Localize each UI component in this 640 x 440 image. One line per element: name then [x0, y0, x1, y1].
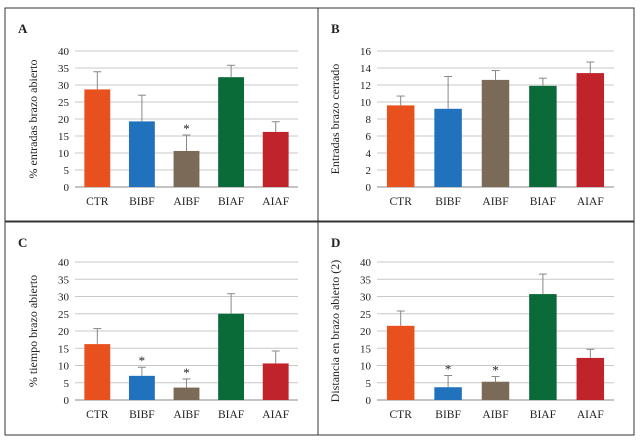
y-tick-label: 4 — [366, 148, 372, 160]
bar-aibf — [481, 79, 510, 187]
x-tick-label: AIAF — [262, 196, 289, 208]
bar-ctr — [84, 344, 111, 400]
panel-d: D 0 5 10 15 20 25 30 35 40 Distancia en brazo abie… — [317, 221, 635, 436]
significance-marker: * — [445, 362, 452, 377]
bar-biaf — [529, 294, 557, 400]
bar-ctr — [386, 325, 415, 400]
y-axis-label: % tiempo brazo abierto — [26, 275, 40, 387]
y-tick-label: 10 — [360, 361, 372, 373]
y-tick-label: 35 — [58, 63, 70, 75]
panel-frame — [4, 7, 319, 222]
y-tick-label: 25 — [58, 97, 70, 109]
y-tick-label: 12 — [360, 80, 371, 92]
panel-letter: C — [18, 235, 27, 250]
bar-biaf — [218, 77, 245, 187]
y-axis-label: Entradas brazo cerrado — [328, 64, 342, 175]
y-tick-label: 20 — [360, 326, 372, 338]
y-tick-label: 5 — [64, 378, 70, 390]
significance-marker: * — [183, 121, 190, 136]
y-tick-label: 16 — [360, 46, 372, 58]
panel-frame — [317, 7, 635, 222]
x-tick-label: AIBF — [482, 409, 508, 421]
y-tick-label: 10 — [58, 148, 70, 160]
panel-frame — [317, 221, 635, 436]
y-tick-label: 0 — [64, 395, 70, 407]
significance-marker: * — [139, 353, 146, 368]
panel-letter: A — [18, 21, 28, 36]
bar-biaf — [218, 313, 245, 400]
x-tick-label: CTR — [390, 409, 413, 421]
bar-aiaf — [262, 131, 289, 187]
panel-frame — [4, 221, 319, 436]
panel-b: B 0 2 4 6 8 10 12 14 16 Entradas brazo cerrado CTR B… — [317, 7, 635, 222]
bar-bibf — [434, 108, 462, 187]
bar-aibf — [481, 381, 510, 400]
x-tick-label: BIBF — [435, 409, 461, 421]
y-axis-label: Distancia en brazo abierto (2) — [328, 260, 342, 403]
bar-ctr — [84, 89, 111, 187]
x-tick-label: AIAF — [577, 196, 604, 208]
y-tick-label: 35 — [58, 274, 70, 286]
y-tick-label: 14 — [360, 63, 372, 75]
panel-letter: D — [331, 235, 340, 250]
significance-marker: * — [183, 365, 190, 380]
y-tick-label: 2 — [366, 165, 372, 177]
x-tick-label: BIBF — [129, 196, 155, 208]
bar-aibf — [173, 150, 200, 187]
x-tick-label: BIAF — [218, 409, 244, 421]
bar-aiaf — [576, 357, 605, 400]
y-tick-label: 15 — [58, 343, 70, 355]
y-tick-label: 35 — [360, 274, 372, 286]
y-tick-label: 30 — [58, 292, 70, 304]
y-tick-label: 8 — [366, 114, 372, 126]
y-tick-label: 20 — [58, 114, 70, 126]
x-tick-label: AIAF — [262, 409, 289, 421]
y-tick-label: 10 — [360, 97, 372, 109]
x-tick-label: AIAF — [577, 409, 604, 421]
bar-aiaf — [262, 363, 289, 400]
bar-bibf — [128, 375, 155, 400]
y-tick-label: 30 — [360, 292, 372, 304]
y-tick-label: 5 — [366, 378, 372, 390]
y-tick-label: 40 — [58, 257, 70, 269]
x-tick-label: AIBF — [173, 409, 199, 421]
x-tick-label: CTR — [86, 196, 109, 208]
panel-letter: B — [331, 21, 340, 36]
bar-aiaf — [576, 73, 605, 187]
y-tick-label: 10 — [58, 361, 70, 373]
y-tick-label: 20 — [58, 326, 70, 338]
significance-marker: * — [492, 363, 499, 378]
x-tick-label: BIAF — [218, 196, 244, 208]
y-tick-label: 15 — [360, 343, 372, 355]
x-tick-label: AIBF — [482, 196, 508, 208]
y-tick-label: 0 — [64, 182, 70, 194]
x-tick-label: CTR — [86, 409, 109, 421]
y-axis-label: % entradas brazo abierto — [26, 60, 40, 179]
y-tick-label: 30 — [58, 80, 70, 92]
x-tick-label: BIBF — [435, 196, 461, 208]
y-tick-label: 0 — [366, 395, 372, 407]
y-tick-label: 6 — [366, 131, 372, 143]
x-tick-label: AIBF — [173, 196, 199, 208]
panel-c: C 0 5 10 15 20 25 30 35 40 % tiempo brazo abierto C… — [4, 221, 319, 436]
y-tick-label: 0 — [366, 182, 372, 194]
bar-biaf — [529, 85, 557, 187]
y-tick-label: 5 — [64, 165, 70, 177]
x-tick-label: BIAF — [530, 409, 556, 421]
bar-bibf — [128, 121, 155, 187]
x-tick-label: BIAF — [530, 196, 556, 208]
y-tick-label: 25 — [360, 309, 372, 321]
bar-aibf — [173, 387, 200, 400]
y-tick-label: 40 — [360, 257, 372, 269]
y-tick-label: 40 — [58, 46, 70, 58]
bar-bibf — [434, 387, 462, 400]
x-tick-label: BIBF — [129, 409, 155, 421]
bar-ctr — [386, 105, 415, 187]
y-tick-label: 15 — [58, 131, 70, 143]
y-tick-label: 25 — [58, 309, 70, 321]
x-tick-label: CTR — [390, 196, 413, 208]
panel-a: A 0 5 10 15 20 25 30 35 40 % entradas brazo abiert… — [4, 7, 319, 222]
